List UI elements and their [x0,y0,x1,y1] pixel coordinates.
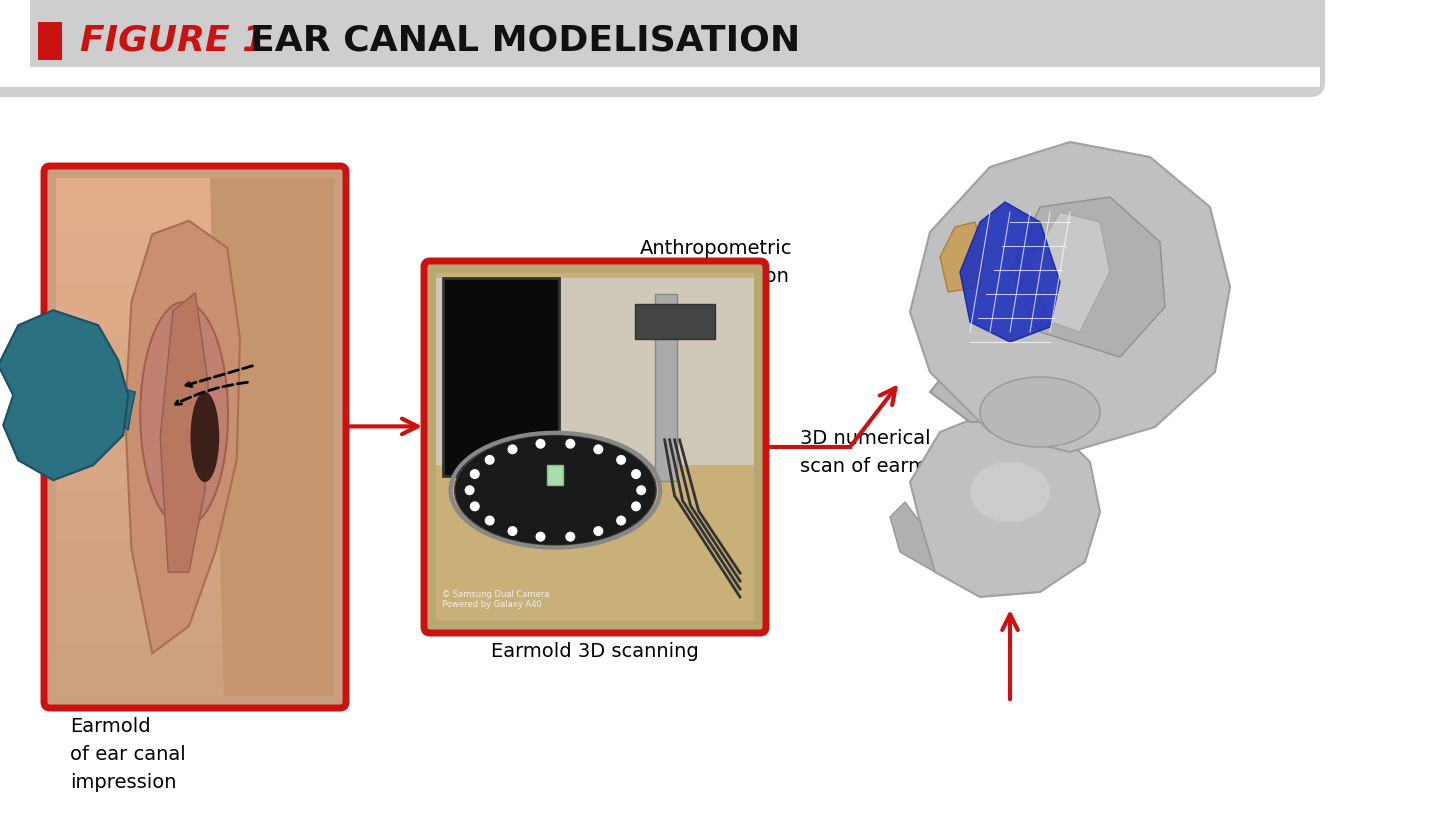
Bar [0,67,1320,87]
Bar [436,273,755,621]
Bar [37,22,62,60]
Bar [56,334,334,386]
Polygon shape [114,381,135,430]
Circle shape [566,439,576,449]
Bar [490,473,513,487]
Bar [56,541,334,593]
Circle shape [536,532,546,542]
Bar [56,385,334,437]
Text: 3D numerical
scan of earmolds: 3D numerical scan of earmolds [801,428,968,475]
Bar [56,593,334,645]
Ellipse shape [140,302,228,527]
FancyBboxPatch shape [0,0,1325,97]
Text: EAR CANAL MODELISATION: EAR CANAL MODELISATION [251,24,801,58]
Circle shape [566,532,576,542]
Polygon shape [0,310,128,480]
Circle shape [469,469,480,479]
Bar [655,293,677,481]
Ellipse shape [981,377,1100,447]
Bar [547,465,563,485]
Circle shape [485,515,495,525]
Circle shape [631,469,641,479]
Bar [444,278,559,476]
Circle shape [485,455,495,465]
Circle shape [593,445,603,455]
Bar [56,282,334,334]
FancyBboxPatch shape [423,261,766,633]
Polygon shape [940,222,985,292]
Bar [635,304,714,339]
Polygon shape [1009,197,1165,357]
Text: Earmold 3D scanning: Earmold 3D scanning [491,642,698,661]
Circle shape [631,501,641,511]
Polygon shape [960,202,1060,342]
Bar [56,644,334,696]
Text: Anthropometric
data extraction: Anthropometric data extraction [639,238,792,285]
Bar [56,489,334,541]
Text: FIGURE 1: FIGURE 1 [81,24,268,58]
Text: Earmold
of ear canal
impression: Earmold of ear canal impression [71,717,186,792]
Polygon shape [209,178,334,696]
Text: © Samsung Dual Camera
Powered by Galaxy A40: © Samsung Dual Camera Powered by Galaxy … [442,589,550,609]
Polygon shape [890,502,935,572]
Circle shape [616,515,626,525]
Circle shape [593,526,603,536]
Polygon shape [910,412,1100,597]
Ellipse shape [971,462,1050,522]
Bar [56,178,334,230]
Polygon shape [125,221,240,653]
Ellipse shape [190,392,219,482]
Circle shape [465,485,475,495]
Bar [0,0,30,82]
Polygon shape [910,142,1230,452]
Ellipse shape [455,435,657,546]
Circle shape [507,445,517,455]
Circle shape [636,485,647,495]
Bar [0,0,1300,82]
FancyBboxPatch shape [45,166,346,708]
Polygon shape [1030,212,1110,332]
Polygon shape [160,293,207,572]
Polygon shape [930,367,1020,422]
Circle shape [469,501,480,511]
Bar [56,437,334,489]
Circle shape [616,455,626,465]
Bar [436,278,755,465]
Circle shape [536,439,546,449]
Circle shape [507,526,517,536]
Bar [56,230,334,282]
